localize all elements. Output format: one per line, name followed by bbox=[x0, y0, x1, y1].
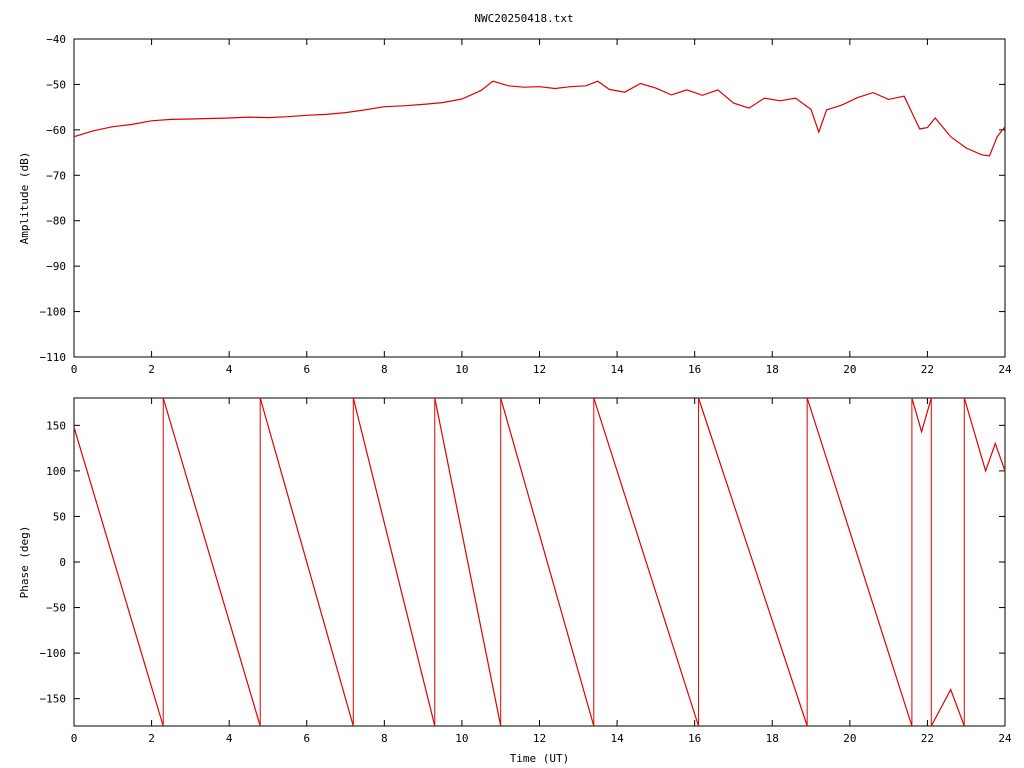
amp-x-tick-label: 0 bbox=[71, 363, 78, 376]
phase-x-tick-label: 22 bbox=[921, 732, 934, 745]
amp-x-tick-label: 20 bbox=[843, 363, 856, 376]
phase-x-tick-label: 8 bbox=[381, 732, 388, 745]
phase-trace-8 bbox=[806, 397, 913, 727]
amp-y-tick-label: −100 bbox=[40, 306, 67, 319]
phase-trace-6 bbox=[593, 397, 700, 727]
amp-x-tick-label: 2 bbox=[148, 363, 155, 376]
phase-y-axis-label: Phase (deg) bbox=[18, 526, 31, 599]
amp-y-tick-label: −50 bbox=[46, 78, 66, 91]
phase-trace-10 bbox=[930, 688, 965, 727]
phase-x-tick-label: 14 bbox=[610, 732, 624, 745]
phase-y-tick-label: 50 bbox=[53, 510, 66, 523]
phase-y-tick-label: −150 bbox=[40, 693, 67, 706]
phase-trace-9 bbox=[911, 397, 932, 434]
phase-trace-0 bbox=[73, 427, 164, 727]
phase-trace-3 bbox=[352, 397, 436, 727]
amp-x-tick-label: 10 bbox=[455, 363, 468, 376]
phase-y-tick-label: −100 bbox=[40, 647, 67, 660]
phase-x-tick-label: 20 bbox=[843, 732, 856, 745]
amp-trace-0 bbox=[73, 80, 1006, 157]
amp-y-axis-label: Amplitude (dB) bbox=[18, 152, 31, 245]
amplitude-panel: 0 2 4 6 8 10 12 14 16 18 20 22 24−40−50−60−70−80−90−… bbox=[18, 33, 1012, 376]
amp-x-tick-label: 8 bbox=[381, 363, 388, 376]
amp-x-tick-label: 22 bbox=[921, 363, 934, 376]
amp-y-tick-label: −110 bbox=[40, 351, 67, 364]
amp-y-tick-label: −60 bbox=[46, 124, 66, 137]
phase-trace-2 bbox=[259, 397, 354, 727]
phase-trace-11 bbox=[963, 397, 1006, 473]
chart-title: NWC20250418.txt bbox=[474, 12, 573, 25]
phase-trace-1 bbox=[162, 397, 261, 727]
phase-x-tick-label: 16 bbox=[688, 732, 701, 745]
phase-y-tick-label: 0 bbox=[59, 556, 66, 569]
amp-y-tick-label: −80 bbox=[46, 215, 66, 228]
amp-x-tick-label: 6 bbox=[303, 363, 310, 376]
phase-x-tick-label: 4 bbox=[226, 732, 233, 745]
amp-x-tick-label: 16 bbox=[688, 363, 701, 376]
phase-y-tick-label: 100 bbox=[46, 465, 66, 478]
phase-x-tick-label: 2 bbox=[148, 732, 155, 745]
phase-x-tick-label: 12 bbox=[533, 732, 546, 745]
amp-x-tick-label: 18 bbox=[766, 363, 779, 376]
phase-x-tick-label: 6 bbox=[303, 732, 310, 745]
phase-trace-7 bbox=[697, 397, 808, 727]
amp-x-tick-label: 14 bbox=[610, 363, 624, 376]
phase-x-axis-label: Time (UT) bbox=[510, 752, 570, 765]
amp-x-tick-label: 4 bbox=[226, 363, 233, 376]
amp-y-tick-label: −70 bbox=[46, 169, 66, 182]
amp-y-tick-label: −40 bbox=[46, 33, 66, 46]
phase-x-tick-label: 24 bbox=[998, 732, 1012, 745]
phase-x-tick-label: 18 bbox=[766, 732, 779, 745]
phase-x-tick-label: 10 bbox=[455, 732, 468, 745]
phase-x-tick-label: 0 bbox=[71, 732, 78, 745]
phase-panel: 0 2 4 6 8 10 12 14 16 18 20 22 24150100500−50−100−15… bbox=[18, 397, 1012, 765]
phase-plot-frame bbox=[73, 397, 1006, 727]
amp-x-tick-label: 24 bbox=[998, 363, 1012, 376]
amp-y-tick-label: −90 bbox=[46, 260, 66, 273]
phase-trace-5 bbox=[500, 397, 595, 727]
amp-x-tick-label: 12 bbox=[533, 363, 546, 376]
phase-trace-4 bbox=[434, 397, 502, 727]
phase-y-tick-label: 150 bbox=[46, 419, 66, 432]
phase-y-tick-label: −50 bbox=[46, 602, 66, 615]
